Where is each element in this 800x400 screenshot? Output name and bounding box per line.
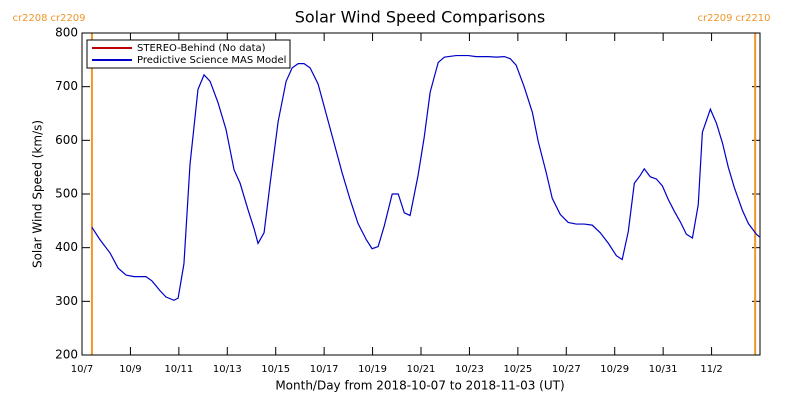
y-tick-label: 500 xyxy=(55,187,78,201)
y-tick-label: 200 xyxy=(55,348,78,362)
y-axis-label: Solar Wind Speed (km/s) xyxy=(31,120,45,268)
y-tick-label: 800 xyxy=(55,26,78,40)
rotation-label: cr2209 xyxy=(50,13,85,24)
x-tick-label: 10/31 xyxy=(649,364,678,375)
y-tick-label: 600 xyxy=(55,133,78,147)
x-tick-label: 10/27 xyxy=(552,364,581,375)
plot-frame xyxy=(81,32,761,356)
y-tick-label: 300 xyxy=(55,294,78,308)
rotation-label: cr2210 xyxy=(735,13,770,24)
x-tick-label: 10/15 xyxy=(261,364,290,375)
legend-label: STEREO-Behind (No data) xyxy=(137,43,266,54)
x-tick-label: 11/2 xyxy=(700,364,722,375)
x-tick-label: 10/13 xyxy=(213,364,242,375)
x-axis-label: Month/Day from 2018-10-07 to 2018-11-03 … xyxy=(275,379,564,393)
legend-box xyxy=(86,39,291,69)
x-tick-label: 10/23 xyxy=(455,364,484,375)
x-tick-label: 10/29 xyxy=(600,364,629,375)
legend-label: Predictive Science MAS Model xyxy=(137,55,286,66)
y-tick-label: 400 xyxy=(55,240,78,254)
chart-title: Solar Wind Speed Comparisons xyxy=(295,8,546,27)
x-tick-label: 10/19 xyxy=(358,364,387,375)
x-tick-label: 10/11 xyxy=(164,364,193,375)
y-tick-label: 700 xyxy=(55,79,78,93)
x-tick-label: 10/25 xyxy=(503,364,532,375)
x-tick-label: 10/9 xyxy=(119,364,141,375)
x-tick-label: 10/7 xyxy=(71,364,93,375)
rotation-label: cr2208 xyxy=(12,13,47,24)
x-tick-label: 10/21 xyxy=(407,364,436,375)
rotation-label: cr2209 xyxy=(697,13,732,24)
x-tick-label: 10/17 xyxy=(310,364,339,375)
series-line xyxy=(91,54,760,301)
